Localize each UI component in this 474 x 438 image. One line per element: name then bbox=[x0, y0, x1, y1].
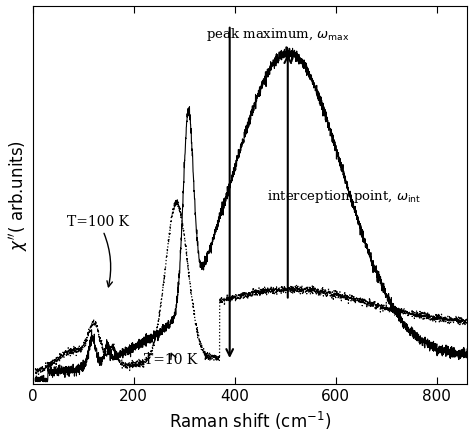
Text: T=100 K: T=100 K bbox=[67, 215, 129, 287]
Y-axis label: $\chi^{\prime\prime}$( arb.units): $\chi^{\prime\prime}$( arb.units) bbox=[7, 140, 30, 251]
X-axis label: Raman shift (cm$^{-1}$): Raman shift (cm$^{-1}$) bbox=[169, 409, 331, 431]
Text: T=10 K: T=10 K bbox=[144, 352, 197, 366]
Text: interception point, $\omega_{\mathrm{int}}$: interception point, $\omega_{\mathrm{int… bbox=[267, 188, 421, 205]
Text: peak maximum, $\omega_{\mathrm{max}}$: peak maximum, $\omega_{\mathrm{max}}$ bbox=[207, 26, 350, 43]
